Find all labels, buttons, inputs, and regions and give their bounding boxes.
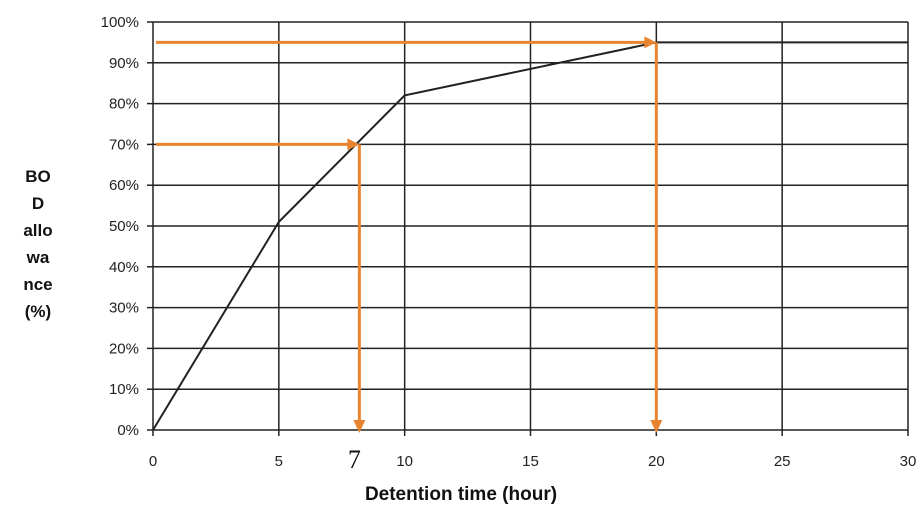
x-tick-label: 25: [774, 453, 791, 470]
x-tick-label: 0: [149, 453, 157, 470]
annotation-arrowhead: [650, 420, 663, 433]
y-tick-label: 40%: [109, 259, 139, 276]
y-axis-label-line: nce: [23, 275, 52, 294]
y-axis-label-line: D: [32, 194, 44, 213]
y-axis-label-line: (%): [25, 302, 51, 321]
y-axis-label-line: BO: [25, 167, 51, 186]
y-tick-label: 20%: [109, 340, 139, 357]
y-axis-label-line: allo: [23, 221, 52, 240]
y-tick-label: 70%: [109, 136, 139, 153]
y-tick-label: 0%: [117, 422, 139, 439]
annotation-arrowhead: [353, 420, 366, 433]
y-tick-label: 50%: [109, 218, 139, 235]
annotation-layer: 7: [156, 36, 663, 474]
x-axis-label: Detention time (hour): [365, 484, 557, 505]
x-tick-label: 20: [648, 453, 665, 470]
y-tick-label: 80%: [109, 96, 139, 113]
y-tick-label: 30%: [109, 300, 139, 317]
grid: [147, 21, 909, 436]
x-tick-label: 15: [522, 453, 539, 470]
y-axis-label-line: wa: [26, 248, 50, 267]
x-tick-label: 30: [900, 453, 917, 470]
x-tick-label: 5: [275, 453, 283, 470]
x-tick-label: 10: [396, 453, 413, 470]
series-line: [152, 41, 908, 431]
annotation-arrowhead: [347, 138, 360, 151]
annotation-label: 7: [348, 445, 361, 474]
series-layer: [152, 41, 908, 431]
y-tick-label: 90%: [109, 55, 139, 72]
y-tick-labels: 0% 10% 20% 30% 40% 50% 60% 70% 80% 90% 100%: [101, 14, 139, 439]
annotation-arrowhead: [644, 36, 657, 49]
x-tick-labels: 0 5 10 15 20 25 30: [149, 453, 917, 470]
y-tick-label: 10%: [109, 381, 139, 398]
y-tick-label: 100%: [101, 14, 139, 31]
y-tick-label: 60%: [109, 177, 139, 194]
